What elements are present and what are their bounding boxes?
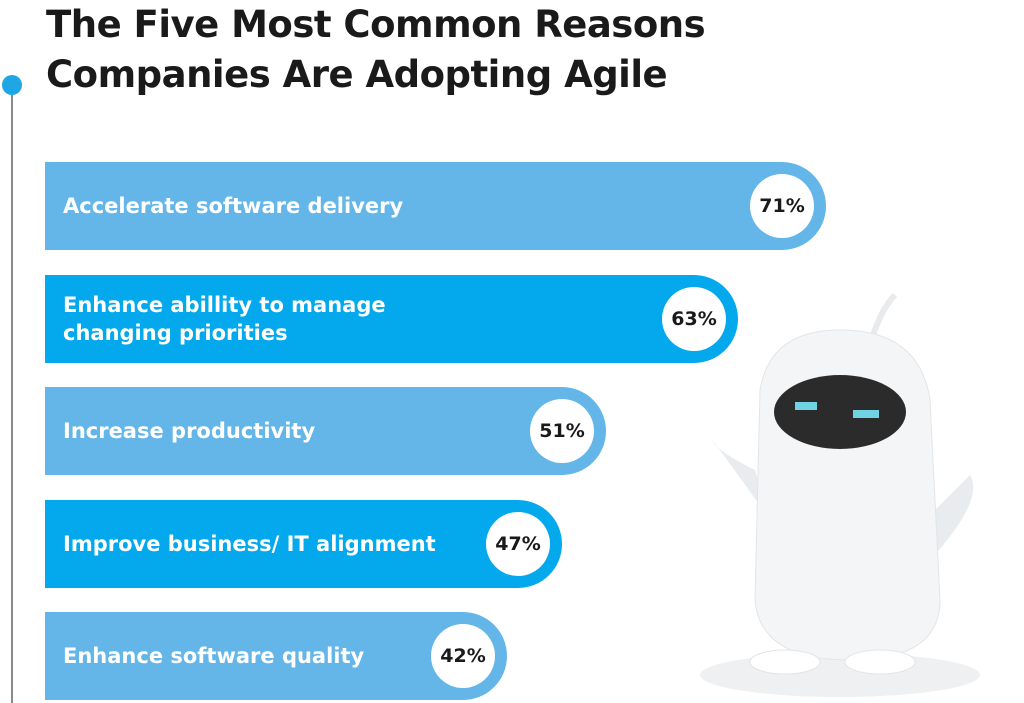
- bar-label: Improve business/ IT alignment: [63, 531, 436, 556]
- bar-label: Enhance software quality: [63, 644, 365, 668]
- chart-title: The Five Most Common Reasons Companies A…: [46, 3, 706, 96]
- value-label: 51%: [530, 399, 594, 463]
- bar: [45, 612, 507, 700]
- value-label: 42%: [431, 624, 495, 688]
- bar-label: Enhance abillity to manage changing prio…: [63, 292, 386, 345]
- value-label: 47%: [486, 511, 550, 576]
- timeline-dot: [2, 75, 22, 95]
- bar: [45, 274, 738, 363]
- bar: [45, 162, 826, 250]
- value-label: 71%: [750, 174, 814, 238]
- bar: [45, 499, 562, 588]
- bar: [45, 387, 606, 475]
- bar-label: Increase productivity: [63, 419, 316, 443]
- bar-label: Accelerate software delivery: [63, 194, 404, 218]
- robot: [700, 292, 980, 697]
- value-label: 63%: [662, 286, 726, 351]
